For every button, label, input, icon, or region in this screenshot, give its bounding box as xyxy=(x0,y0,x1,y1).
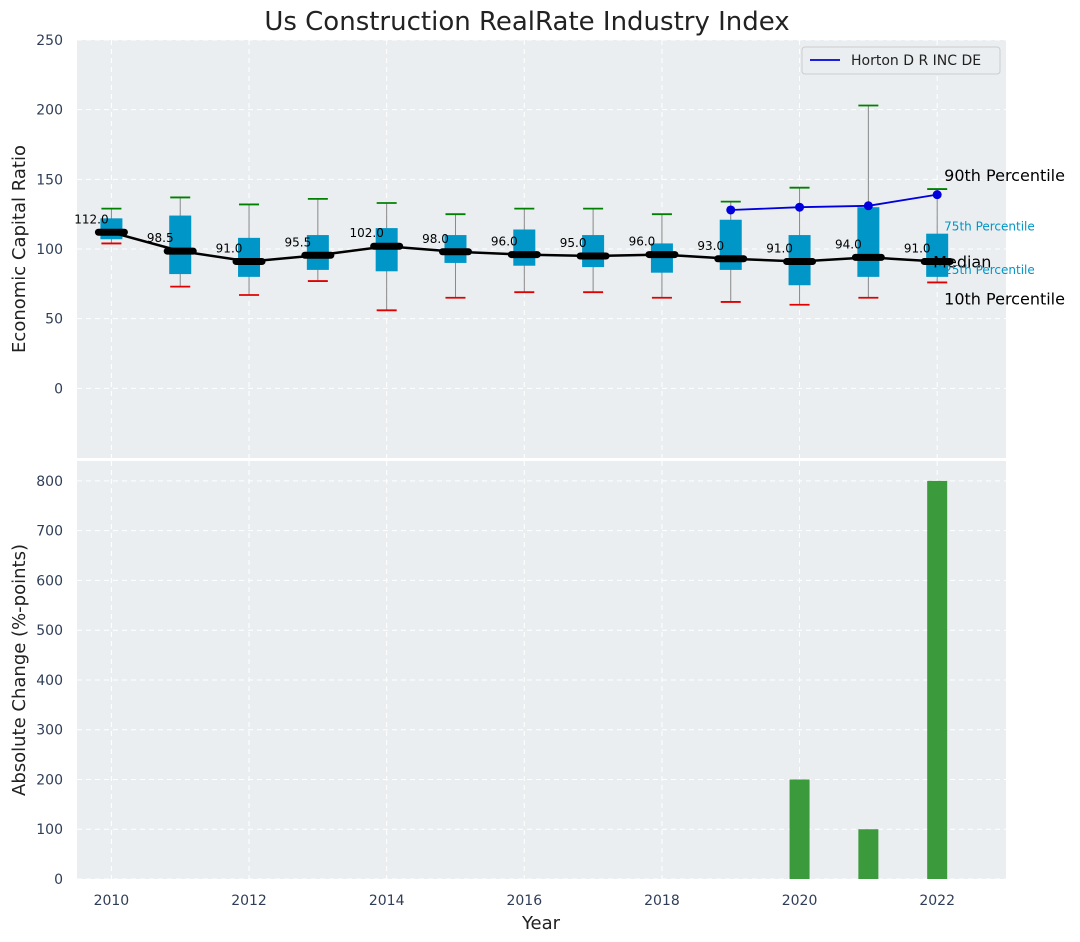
bottom-y-tick-label: 100 xyxy=(36,822,63,838)
top-grid xyxy=(77,39,1006,389)
top-y-tick-label: 100 xyxy=(36,242,63,258)
box-iqr xyxy=(926,233,949,277)
x-tick-label: 2012 xyxy=(231,893,267,909)
top-panel: 0 50 100 150 200 250 112.0 98.5 91.0 95.5 102.0 98… xyxy=(9,33,1065,458)
median-value-label: 112.0 xyxy=(74,212,108,226)
x-tick-label: 2020 xyxy=(782,893,818,909)
top-y-tick-label: 250 xyxy=(36,33,63,49)
top-y-ticks: 0 50 100 150 200 250 xyxy=(36,33,63,397)
percentile-annotations: 90th Percentile 75th Percentile Median25th… xyxy=(933,166,1065,308)
annotation-median: Median xyxy=(933,253,991,272)
top-y-tick-label: 150 xyxy=(36,172,63,188)
bottom-plot-area xyxy=(77,461,1006,879)
change-bar xyxy=(858,829,879,879)
bottom-y-tick-label: 800 xyxy=(36,474,63,490)
company-series-line xyxy=(730,193,938,211)
median-value-label: 91.0 xyxy=(904,242,931,256)
company-point xyxy=(795,202,805,212)
company-point xyxy=(932,190,942,200)
company-point xyxy=(863,201,873,211)
legend: Horton D R INC DE xyxy=(801,46,1001,75)
chart-title: Us Construction RealRate Industry Index xyxy=(264,7,789,37)
box-iqr xyxy=(238,237,261,277)
top-y-tick-label: 50 xyxy=(45,312,63,328)
median-value-label: 91.0 xyxy=(216,242,243,256)
x-tick-label: 2014 xyxy=(369,893,405,909)
x-tick-label: 2016 xyxy=(506,893,542,909)
bottom-y-tick-label: 0 xyxy=(54,872,63,888)
change-bars xyxy=(789,480,948,879)
median-value-labels: 112.0 98.5 91.0 95.5 102.0 98.0 96.0 95.0 96.0 93… xyxy=(74,212,930,255)
annotation-p90: 90th Percentile xyxy=(944,166,1065,185)
median-value-label: 102.0 xyxy=(349,226,383,240)
bottom-y-tick-label: 400 xyxy=(36,673,63,689)
median-value-label: 95.5 xyxy=(284,235,311,249)
legend-label-horton: Horton D R INC DE xyxy=(851,53,981,69)
bottom-y-tick-label: 200 xyxy=(36,772,63,788)
top-y-axis-label: Economic Capital Ratio xyxy=(9,145,30,353)
bottom-y-tick-label: 300 xyxy=(36,723,63,739)
bottom-grid xyxy=(77,461,1006,880)
box-iqr xyxy=(169,215,192,275)
x-ticks: 2010 2012 2014 2016 2018 2020 2022 xyxy=(94,893,955,909)
median-value-label: 95.0 xyxy=(560,236,587,250)
bottom-y-axis-label: Absolute Change (%-points) xyxy=(9,544,30,796)
bottom-y-tick-label: 700 xyxy=(36,524,63,540)
legend-box xyxy=(801,46,1001,75)
median-trend-line xyxy=(111,231,938,263)
change-bar xyxy=(927,480,948,879)
bottom-y-tick-label: 500 xyxy=(36,623,63,639)
change-bar xyxy=(789,779,810,879)
bottom-y-ticks: 0 100 200 300 400 500 600 700 800 xyxy=(36,474,63,888)
x-axis-label: Year xyxy=(521,913,561,934)
top-y-tick-label: 200 xyxy=(36,103,63,119)
x-tick-label: 2010 xyxy=(94,893,130,909)
top-y-tick-label: 0 xyxy=(54,381,63,397)
annotation-p10: 10th Percentile xyxy=(944,289,1065,308)
x-tick-label: 2018 xyxy=(644,893,680,909)
bottom-y-tick-label: 600 xyxy=(36,573,63,589)
company-point xyxy=(726,205,736,215)
annotation-p25: 25th Percentile xyxy=(944,263,1035,277)
median-value-label: 98.5 xyxy=(147,231,174,245)
median-value-label: 96.0 xyxy=(629,235,656,249)
median-value-label: 94.0 xyxy=(835,237,862,251)
annotation-p75: 75th Percentile xyxy=(944,220,1035,234)
median-value-label: 98.0 xyxy=(422,232,449,246)
median-value-label: 91.0 xyxy=(766,242,793,256)
company-series-points xyxy=(726,190,942,215)
median-value-label: 93.0 xyxy=(697,239,724,253)
x-tick-label: 2022 xyxy=(919,893,955,909)
median-value-label: 96.0 xyxy=(491,235,518,249)
